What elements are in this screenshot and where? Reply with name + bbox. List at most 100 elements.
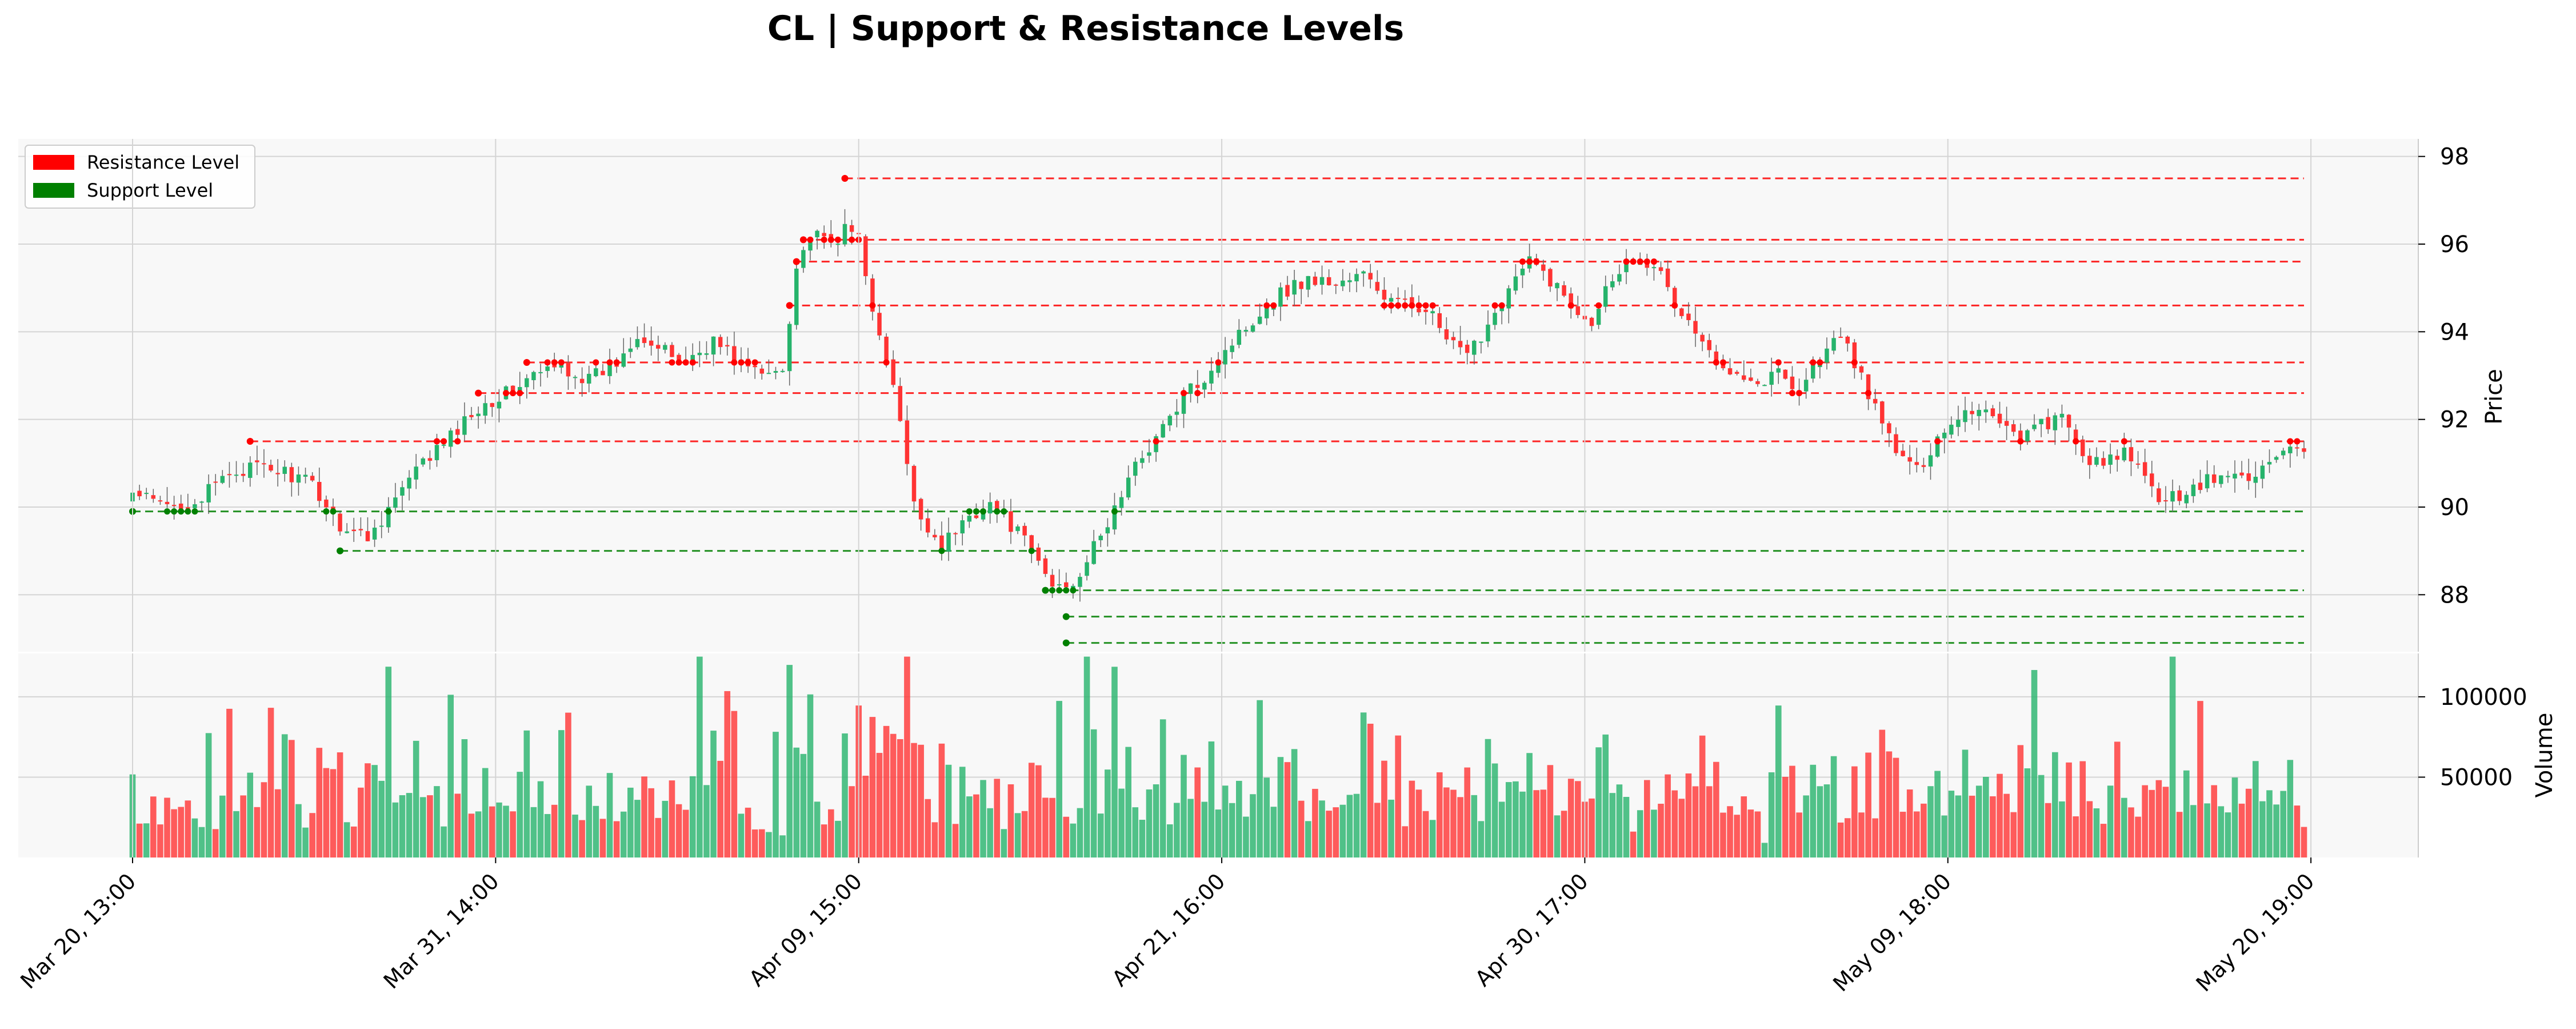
candle-body bbox=[635, 339, 640, 348]
volume-bar bbox=[1997, 773, 2003, 858]
volume-bar bbox=[1353, 793, 1360, 858]
candle-body bbox=[1147, 452, 1151, 456]
volume-bar bbox=[413, 740, 419, 858]
x-axis: Mar 20, 13:00 Mar 31, 14:00 Apr 09, 15:00 A… bbox=[15, 858, 2319, 996]
candle-body bbox=[594, 368, 598, 377]
volume-bar bbox=[1796, 812, 1802, 858]
candle-body bbox=[933, 535, 937, 537]
volume-bar bbox=[2066, 762, 2072, 858]
x-tick-label: Mar 31, 14:00 bbox=[379, 868, 504, 994]
resistance-level-line-marker bbox=[682, 359, 689, 366]
candle-body bbox=[483, 403, 487, 416]
volume-bar bbox=[897, 739, 903, 858]
volume-bar bbox=[447, 695, 454, 858]
volume-bar bbox=[1720, 812, 1726, 858]
volume-bar bbox=[1754, 811, 1761, 858]
candle-body bbox=[1361, 271, 1366, 274]
volume-bar bbox=[2149, 789, 2155, 858]
candle-body bbox=[1589, 317, 1594, 326]
volume-bar bbox=[136, 823, 143, 858]
volume-bar bbox=[1872, 818, 1878, 858]
candle-body bbox=[1078, 577, 1082, 587]
volume-bar bbox=[1367, 723, 1374, 858]
volume-bar bbox=[994, 779, 1001, 858]
candle-body bbox=[407, 477, 411, 489]
resistance-level-line-marker bbox=[1519, 258, 1526, 265]
volume-bar bbox=[503, 805, 509, 858]
candle-body bbox=[690, 354, 695, 362]
volume-bar bbox=[1402, 826, 1409, 858]
candle-body bbox=[365, 531, 370, 541]
volume-bar bbox=[191, 818, 198, 858]
volume-bar bbox=[261, 782, 267, 858]
candle-body bbox=[386, 506, 391, 528]
candle-body bbox=[1790, 376, 1795, 389]
support-level-line-marker bbox=[330, 508, 337, 515]
support-level-line-marker bbox=[938, 548, 945, 555]
candle-body bbox=[448, 430, 453, 447]
volume-bar bbox=[1644, 780, 1650, 858]
volume-bar bbox=[178, 807, 185, 858]
volume-bar bbox=[1181, 755, 1187, 858]
candle-body bbox=[282, 466, 287, 474]
volume-bar bbox=[1851, 766, 1858, 858]
candle-body bbox=[358, 529, 363, 531]
support-level-line-marker bbox=[994, 508, 1001, 515]
candle-body bbox=[967, 516, 972, 522]
candle-body bbox=[2129, 447, 2134, 462]
candle-body bbox=[939, 535, 944, 553]
candle-body bbox=[1548, 269, 1553, 287]
volume-bar bbox=[662, 800, 669, 858]
candle-body bbox=[1997, 413, 2002, 424]
candle-body bbox=[677, 354, 681, 361]
candle-body bbox=[1645, 263, 1650, 268]
candle-body bbox=[898, 386, 903, 421]
candle-body bbox=[1202, 382, 1207, 390]
volume-bar bbox=[475, 811, 482, 858]
resistance-level-line-marker bbox=[593, 359, 599, 366]
legend: Resistance Level Support Level bbox=[25, 145, 255, 209]
candle-body bbox=[1043, 558, 1048, 574]
volume-bar bbox=[1277, 757, 1284, 858]
volume-bar bbox=[869, 717, 876, 858]
volume-bar bbox=[2259, 801, 2266, 858]
resistance-level-line-marker bbox=[1388, 302, 1395, 309]
candle-body bbox=[2274, 457, 2279, 460]
candle-body bbox=[1569, 293, 1573, 309]
volume-bar bbox=[1374, 803, 1381, 858]
volume-bar bbox=[454, 793, 461, 858]
legend-box bbox=[25, 145, 255, 209]
candle-body bbox=[1299, 281, 1303, 289]
resistance-level-line-marker bbox=[2121, 438, 2127, 445]
candle-body bbox=[427, 458, 433, 461]
candle-body bbox=[1562, 285, 1566, 296]
candle-body bbox=[732, 346, 737, 362]
volume-bar bbox=[1893, 757, 1899, 858]
volume-bar bbox=[2245, 788, 2252, 858]
candle-body bbox=[1479, 341, 1483, 343]
candle-body bbox=[1603, 286, 1608, 307]
resistance-level-line-marker bbox=[1180, 390, 1187, 397]
candle-body bbox=[476, 413, 481, 416]
volume-bar bbox=[281, 734, 288, 858]
candle-body bbox=[1942, 432, 1947, 438]
volume-bar bbox=[655, 817, 662, 858]
volume-bar bbox=[164, 797, 170, 858]
volume-bar bbox=[620, 811, 627, 858]
candle-body bbox=[1347, 280, 1352, 282]
candle-body bbox=[2053, 415, 2058, 430]
volume-bar bbox=[365, 763, 371, 858]
resistance-level-line-marker bbox=[454, 438, 461, 445]
x-tick-label: Apr 09, 15:00 bbox=[744, 868, 867, 991]
resistance-level-line-marker bbox=[1934, 438, 1941, 445]
candle-body bbox=[1506, 288, 1511, 309]
volume-bar bbox=[1457, 797, 1463, 858]
candle-body bbox=[234, 474, 239, 476]
volume-bar bbox=[1678, 799, 1685, 858]
candle-body bbox=[579, 378, 585, 384]
candle-body bbox=[649, 340, 654, 346]
volume-bar bbox=[289, 740, 295, 858]
candle-body bbox=[517, 387, 522, 393]
resistance-level-line-marker bbox=[1817, 359, 1823, 366]
